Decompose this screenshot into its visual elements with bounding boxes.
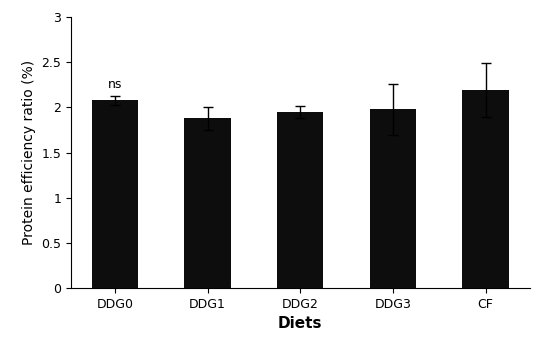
Bar bbox=[462, 90, 509, 288]
Text: ns: ns bbox=[108, 78, 122, 91]
Bar bbox=[277, 112, 323, 288]
Bar bbox=[92, 100, 138, 288]
Bar bbox=[370, 109, 416, 288]
X-axis label: Diets: Diets bbox=[278, 316, 323, 331]
Y-axis label: Protein efficiency ratio (%): Protein efficiency ratio (%) bbox=[22, 60, 35, 245]
Bar bbox=[185, 118, 231, 288]
